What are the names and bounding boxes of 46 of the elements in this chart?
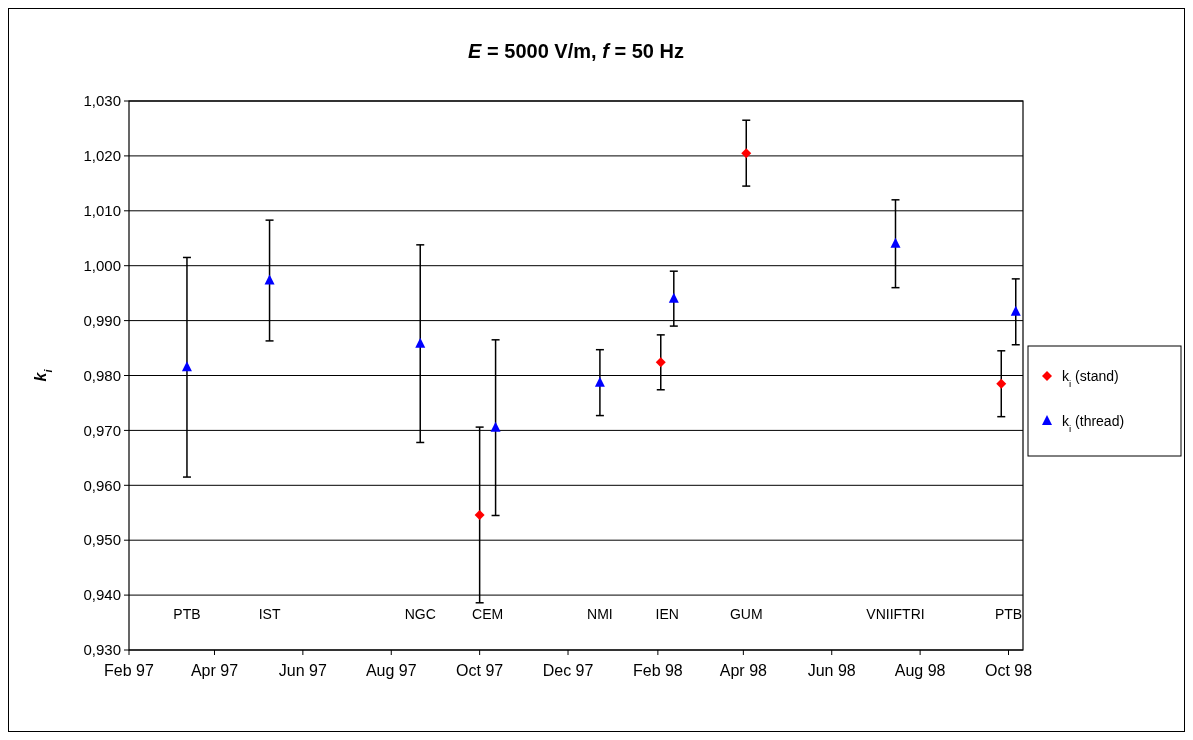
chart-title: E = 5000 V/m, f = 50 Hz <box>468 40 684 62</box>
annotation: IEN <box>655 605 679 622</box>
point <box>996 378 1007 389</box>
annotation: IST <box>258 605 281 622</box>
y-tick-label: 0,970 <box>83 421 121 439</box>
y-tick-label: 1,020 <box>83 147 121 165</box>
x-tick-label: Apr 98 <box>719 662 768 679</box>
y-tick-label: 0,950 <box>83 531 121 549</box>
legend-label: k$_{i}$ (thread) <box>1062 412 1125 434</box>
x-tick-label: Apr 97 <box>190 662 239 679</box>
x-tick-label: Jun 98 <box>807 662 856 679</box>
point <box>890 237 901 248</box>
annotation: PTB <box>994 605 1023 622</box>
point <box>594 376 605 387</box>
point <box>655 357 666 368</box>
y-tick-label: 0,980 <box>83 366 121 384</box>
x-tick-label: Aug 98 <box>894 662 946 679</box>
x-tick-label: Feb 97 <box>104 662 155 679</box>
annotation: PTB <box>173 605 201 622</box>
x-tick-label: Oct 97 <box>456 662 504 679</box>
point <box>415 337 426 348</box>
x-tick-label: Aug 97 <box>365 662 417 679</box>
point <box>474 509 485 520</box>
y-tick-label: 0,990 <box>83 311 121 329</box>
annotation: CEM <box>472 605 504 622</box>
x-tick-label: Dec 97 <box>542 662 594 679</box>
annotation: GUM <box>729 605 763 622</box>
x-tick-label: Feb 98 <box>632 662 683 679</box>
x-tick-label: Oct 98 <box>984 662 1033 679</box>
y-tick-label: 1,010 <box>83 202 121 220</box>
point <box>741 148 752 159</box>
point <box>490 421 501 432</box>
y-tick-label: 0,930 <box>83 641 121 659</box>
x-tick-label: Jun 97 <box>278 662 327 679</box>
y-tick-label: 0,960 <box>83 476 121 494</box>
y-tick-label: 1,000 <box>83 256 121 274</box>
y-tick-label: 1,030 <box>83 92 121 110</box>
point <box>1010 305 1021 316</box>
annotation: NGC <box>404 605 436 622</box>
legend-label: k$_{i}$ (stand) <box>1062 367 1119 389</box>
point <box>668 292 679 303</box>
y-tick-label: 0,940 <box>83 586 121 604</box>
point <box>181 361 192 372</box>
annotation: VNIIFTRI <box>866 605 925 622</box>
point <box>264 274 275 285</box>
annotation: NMI <box>587 605 613 622</box>
